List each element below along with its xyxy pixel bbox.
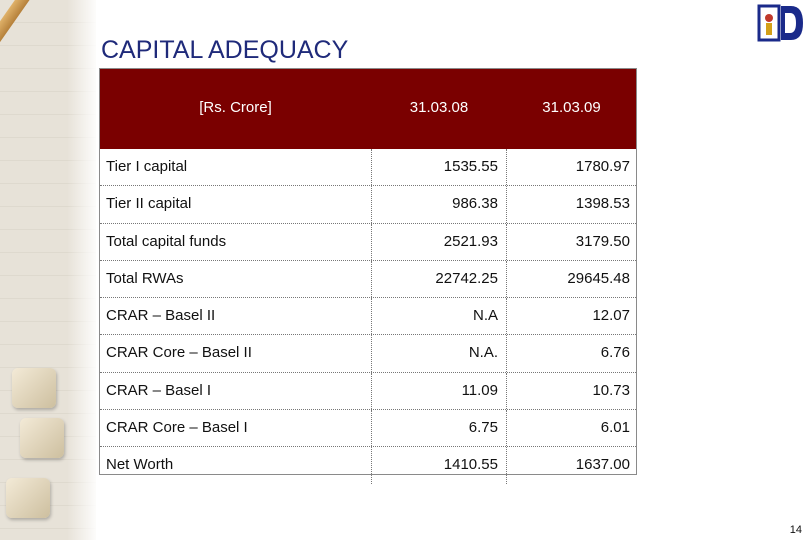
table-row: Total capital funds 2521.93 3179.50 [100, 223, 636, 261]
calculator-key-image [6, 478, 50, 518]
row-label: CRAR – Basel II [106, 307, 216, 325]
table-row: Tier I capital 1535.55 1780.97 [100, 149, 636, 187]
value-2008: 22742.25 [371, 260, 507, 298]
pencil-image [0, 0, 81, 50]
table-header-row: [Rs. Crore] 31.03.08 31.03.09 [100, 69, 636, 149]
value-2008: N.A. [371, 335, 507, 372]
value-2009: 1398.53 [575, 195, 630, 213]
table-row: Net Worth 1410.55 1637.00 [100, 447, 636, 484]
calculator-key-image [12, 368, 56, 408]
value-2008: 2521.93 [371, 223, 507, 260]
row-label: Tier II capital [106, 195, 192, 213]
table-row: CRAR – Basel II N.A 12.07 [100, 298, 636, 336]
value-2009: 3179.50 [575, 232, 630, 250]
value-2009: 6.76 [600, 344, 630, 362]
calculator-key-image [20, 418, 64, 458]
row-label: CRAR – Basel I [106, 381, 212, 399]
row-label: Net Worth [106, 456, 174, 474]
value-2008: 986.38 [371, 186, 507, 223]
value-2008: 6.75 [371, 410, 507, 447]
page-title: CAPITAL ADEQUACY [101, 36, 349, 64]
value-2009: 6.01 [600, 419, 630, 437]
header-date-2008: 31.03.08 [409, 99, 469, 116]
table-row: CRAR – Basel I 11.09 10.73 [100, 372, 636, 411]
decorative-background-photo [0, 0, 96, 540]
table-row: CRAR Core – Basel II N.A. 6.76 [100, 335, 636, 373]
row-label: CRAR Core – Basel II [106, 344, 252, 362]
header-date-2009: 31.03.09 [542, 99, 601, 116]
row-label: Total RWAs [106, 269, 184, 287]
capital-adequacy-table: [Rs. Crore] 31.03.08 31.03.09 Tier I cap… [99, 68, 637, 484]
header-unit: [Rs. Crore] [199, 99, 272, 116]
page-number: 14 [789, 524, 802, 536]
row-label: Tier I capital [106, 158, 188, 175]
bank-logo-icon [757, 4, 803, 42]
value-2009: 12.07 [592, 307, 630, 325]
value-2009: 10.73 [592, 381, 630, 399]
row-label: Total capital funds [106, 232, 227, 250]
row-label: CRAR Core – Basel I [106, 419, 248, 437]
value-2009: 1780.97 [575, 158, 630, 175]
table-body: Tier I capital 1535.55 1780.97 Tier II capi… [100, 149, 636, 484]
value-2009: 29645.48 [567, 269, 630, 287]
value-2008: 1535.55 [371, 149, 507, 186]
value-2008: 1410.55 [371, 447, 507, 484]
table-row: Total RWAs 22742.25 29645.48 [100, 260, 636, 299]
value-2008: 11.09 [371, 372, 507, 410]
table-row: Tier II capital 986.38 1398.53 [100, 186, 636, 224]
value-2009: 1637.00 [575, 456, 630, 474]
value-2008: N.A [371, 298, 507, 335]
table-row: CRAR Core – Basel I 6.75 6.01 [100, 410, 636, 448]
